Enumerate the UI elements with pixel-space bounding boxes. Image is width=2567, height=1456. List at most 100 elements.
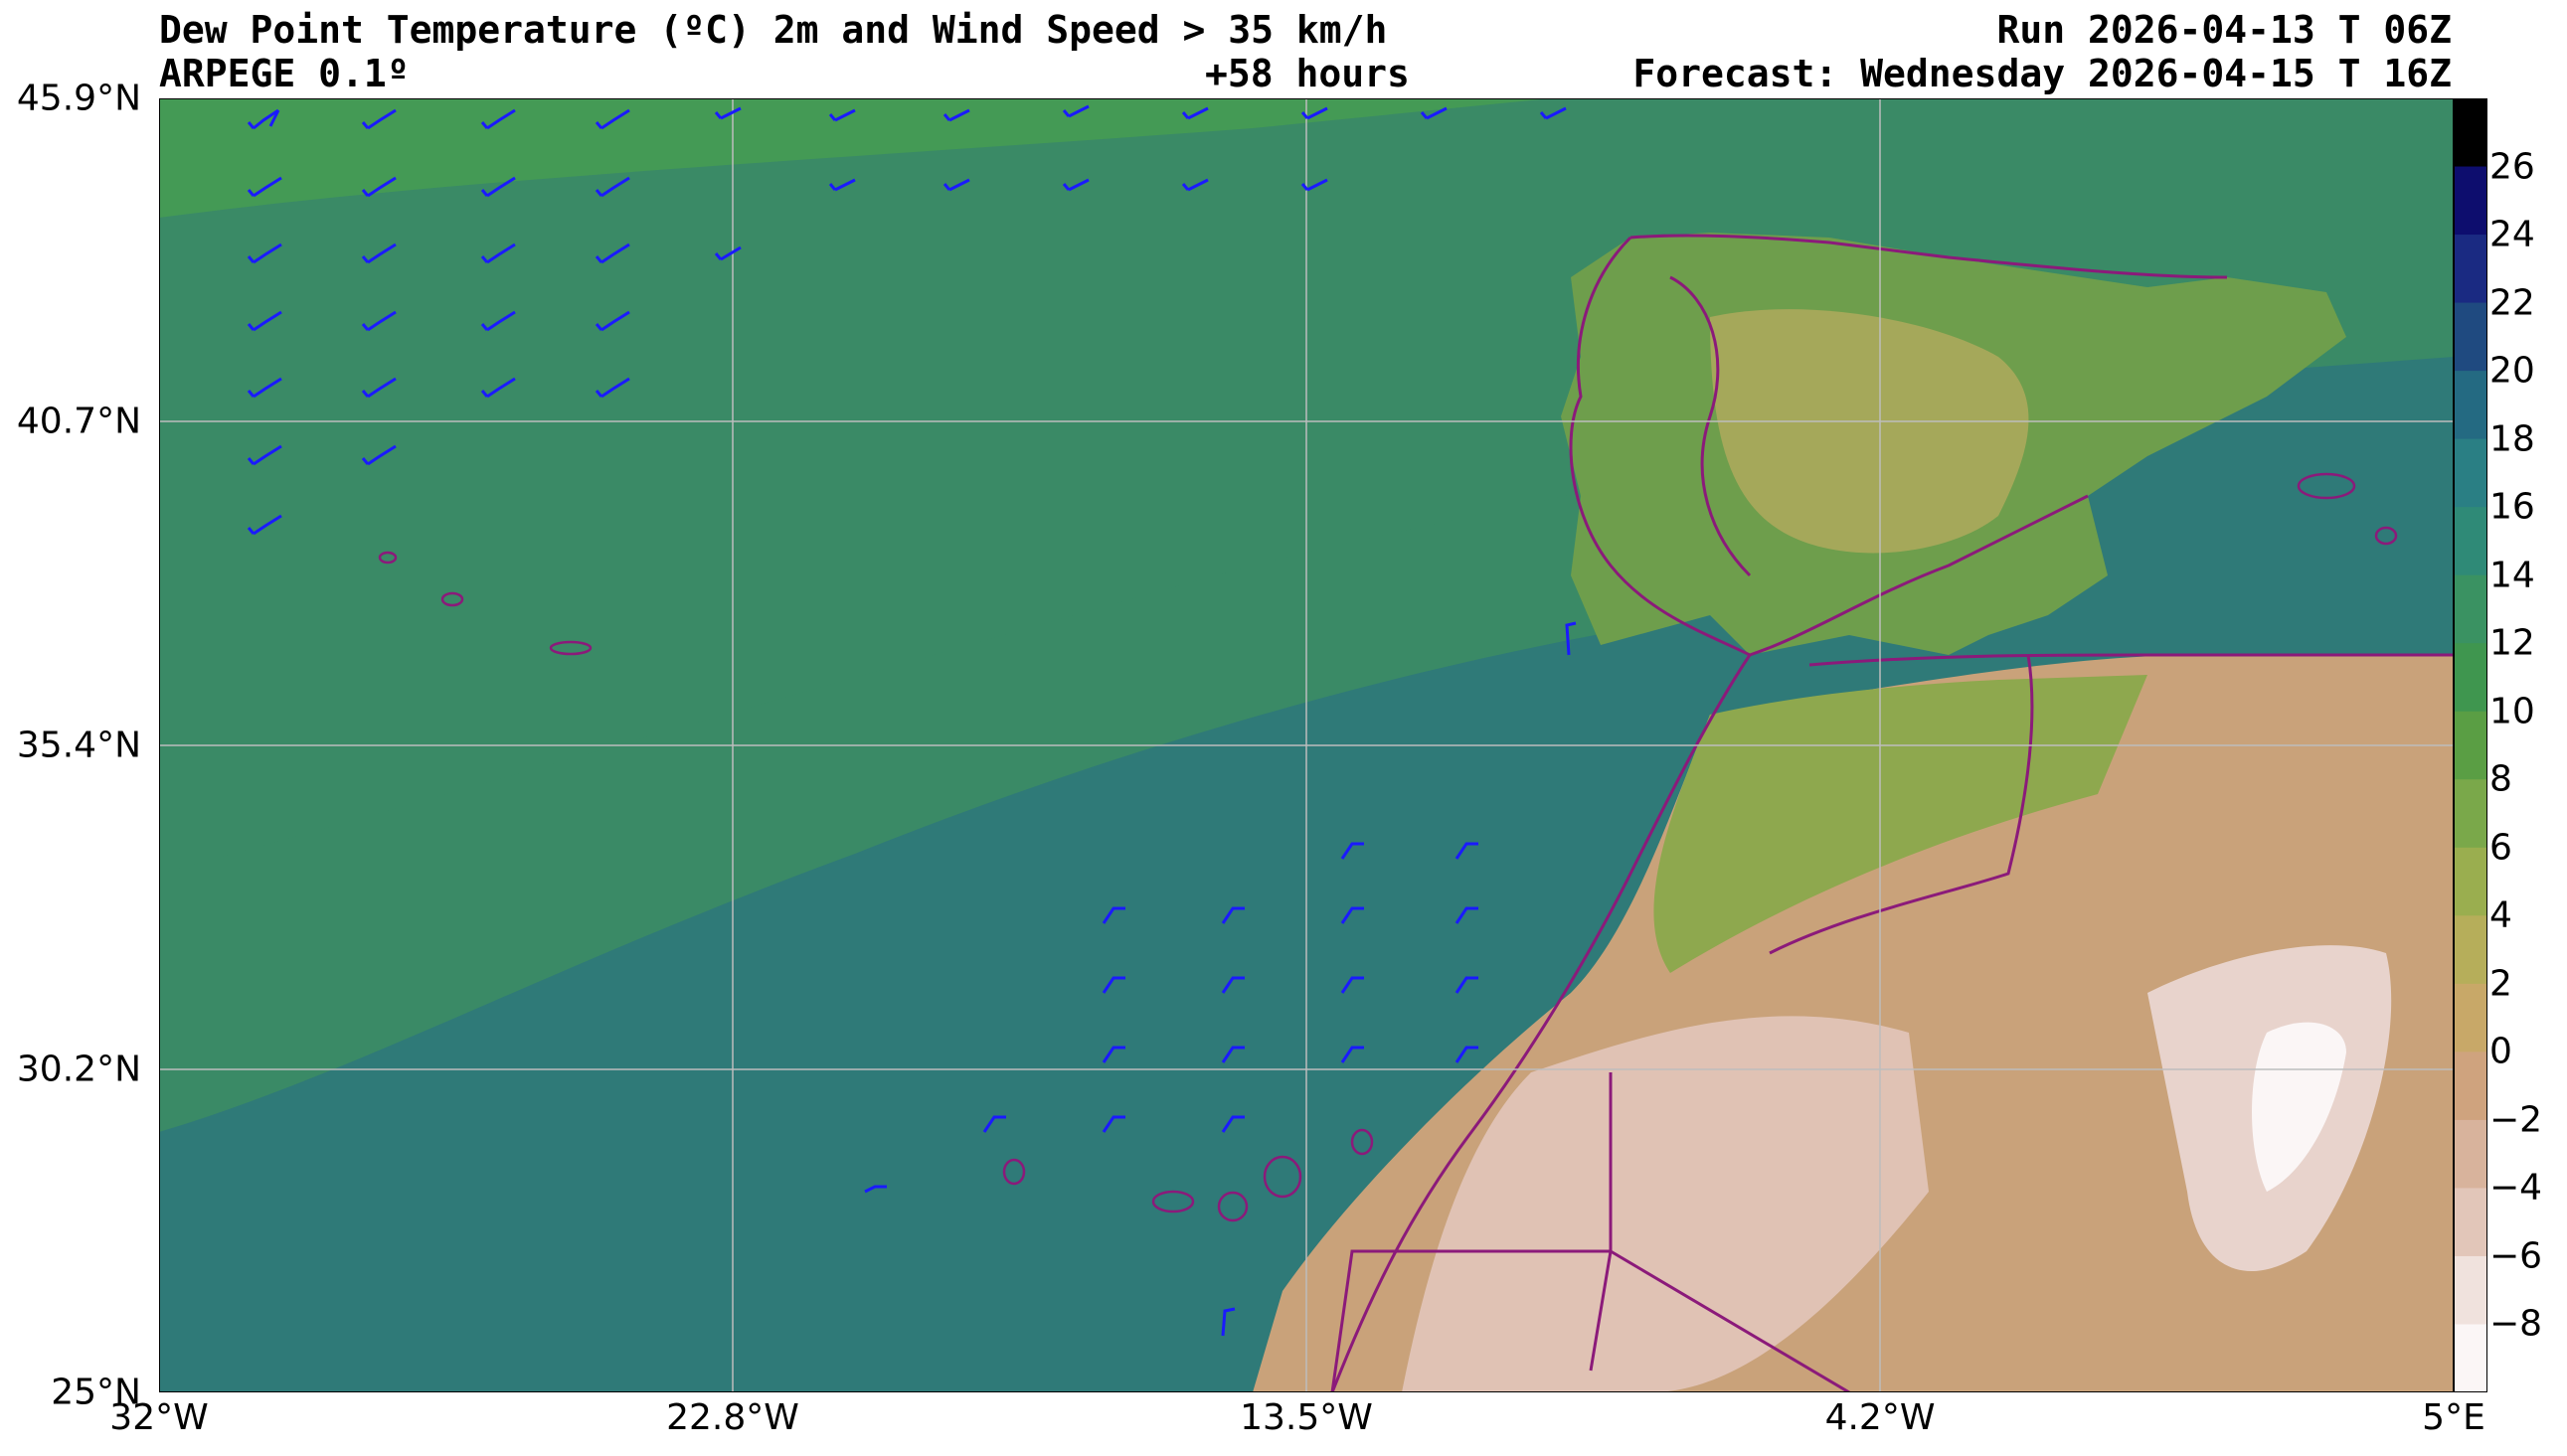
coast-north-spain [1629,234,2228,279]
border-south [1589,1250,1613,1372]
colorbar-band [2454,507,2487,576]
colorbar-tick-label: 6 [2489,827,2512,869]
canary-island [1350,1128,1374,1156]
balearic-island [2297,472,2356,500]
colorbar-tick-label: −4 [2489,1167,2543,1209]
colorbar-bands [2454,98,2487,1392]
iberia-dry-interior [1710,309,2029,554]
wind-barb [480,176,516,198]
lon-tick-label: 32°W [109,1397,209,1438]
colorbar-band [2454,302,2487,372]
balearic-island [2374,526,2398,546]
colorbar-band [2454,98,2487,168]
run-time: Run 2026-04-13 T 06Z [1996,8,2452,52]
wind-barb [864,1185,887,1194]
colorbar-band [2454,438,2487,508]
wind-barb [1181,178,1209,192]
wind-barb [480,310,516,332]
colorbar-tick-label: 12 [2489,622,2535,664]
lon-tick-label: 5°E [2422,1397,2485,1438]
wind-barb [361,310,397,332]
wind-barb [247,108,280,130]
border-mauritania [1610,1249,1850,1392]
atlas-mountains [1653,675,2147,973]
colorbar-band [2454,1119,2487,1190]
wind-barb [1539,106,1567,120]
wind-barb [1340,1046,1364,1063]
colorbar-band [2454,235,2487,304]
wind-barb [1221,976,1245,994]
lat-tick-label: 40.7°N [16,401,141,442]
wind-barb [1455,906,1478,924]
colorbar-tick-label: 18 [2489,418,2535,460]
chart-title: Dew Point Temperature (ºC) 2m and Wind S… [159,8,1388,52]
colorbar-tick-label: 4 [2489,894,2512,936]
lat-tick-label: 45.9°N [16,78,141,119]
wind-barb [1181,106,1209,120]
wind-barb [982,1115,1006,1133]
wind-barb [595,377,630,399]
coast-morocco [1330,654,1752,1392]
wind-barb [1340,906,1364,924]
lat-tick-label: 30.2°N [16,1049,141,1090]
coast-algeria [1808,653,2454,667]
wind-barb [247,176,282,198]
colorbar-tick-label: 22 [2489,282,2535,324]
border-spain-portugal [1669,275,1752,577]
azores-island [440,591,464,607]
coast-south-spain [1749,494,2089,657]
wind-barb [480,377,516,399]
colorbar-tick-label: 14 [2489,555,2535,596]
ocean-field-mid [159,456,1710,1132]
dew-point-map [159,98,2454,1392]
azores-island [378,551,398,565]
wind-barb [1221,1046,1245,1063]
colorbar-band [2454,1324,2487,1392]
wind-barb [247,310,282,332]
colorbar-tick-label: 8 [2489,758,2512,800]
wind-barb [1455,976,1478,994]
wind-barb [595,243,630,264]
forecast-time: Forecast: Wednesday 2026-04-15 T 16Z [1632,52,2452,95]
borders-coastlines [1330,234,2454,1392]
wind-barb [828,108,856,122]
wind-barb [1062,104,1090,118]
wind-barb [1102,1046,1125,1063]
wind-barb [247,444,282,466]
wind-barb [1455,842,1478,860]
wind-barb [361,108,397,130]
border-western-sahara [1330,1072,1613,1392]
model-name: ARPEGE 0.1º [159,52,410,95]
canary-island [1151,1190,1195,1213]
lead-time: +58 hours [1205,52,1410,95]
border-morocco-algeria [1769,654,2034,955]
lon-tick-label: 13.5°W [1240,1397,1373,1438]
colorbar-band [2454,779,2487,849]
wind-barb [1300,178,1328,192]
canary-island [1217,1191,1249,1222]
wind-barb [247,514,282,536]
wind-barb [1102,976,1125,994]
sahara-minimum [2252,1022,2346,1192]
colorbar [2454,98,2487,1392]
wind-barb [942,108,970,122]
wind-barb [1455,1046,1478,1063]
wind-barb [1340,842,1364,860]
colorbar-tick-label: −6 [2489,1235,2543,1277]
wind-barb [1102,1115,1125,1133]
lat-tick-label: 25°N [51,1372,141,1413]
colorbar-band [2454,915,2487,985]
wind-barb [247,377,282,399]
colorbar-band [2454,1188,2487,1257]
colorbar-band [2454,1255,2487,1326]
wind-barb [361,444,397,466]
colorbar-tick-label: 24 [2489,214,2535,255]
wind-barb [828,178,856,192]
sahara-low-dewpoint-west [1402,1016,1929,1392]
wind-barb [1102,906,1125,924]
colorbar-band [2454,1052,2487,1121]
wind-barb [361,243,397,264]
colorbar-tick-label: 26 [2489,146,2535,188]
islands [378,472,2398,1222]
colorbar-tick-label: 10 [2489,691,2535,732]
